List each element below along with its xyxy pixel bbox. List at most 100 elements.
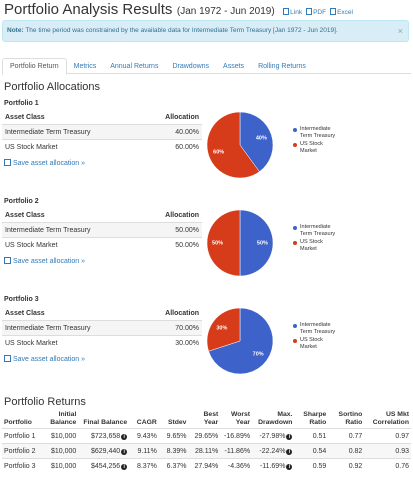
portfolio-name: Portfolio 2 <box>4 198 39 205</box>
tab[interactable]: Annual Returns <box>110 63 159 70</box>
tabs: Portfolio Return Metrics Annual Returns Dra… <box>2 55 411 75</box>
legend-dot <box>293 339 297 343</box>
cell: Portfolio 2 <box>2 443 47 459</box>
legend-dot <box>293 241 297 245</box>
save-text: Save asset allocation » <box>13 160 85 167</box>
cell-text: $629,440 <box>90 447 121 455</box>
cell: 40.00% <box>141 124 202 140</box>
cell: 0.77 <box>328 428 365 444</box>
cell-text: $10,000 <box>51 447 77 455</box>
tab[interactable]: Metrics <box>73 63 97 70</box>
column-header: US Mkt Correlation <box>364 410 411 429</box>
column-header: Allocation <box>141 208 202 223</box>
cell-text: 0.93 <box>395 447 409 455</box>
save-icon <box>4 159 11 166</box>
legend-label: US Stock Market <box>300 337 323 350</box>
column-header: Sortino Ratio <box>328 410 365 429</box>
column-header: Asset Class <box>2 110 142 125</box>
cell: Portfolio 3 <box>2 458 47 473</box>
column-header: Max. Drawdown <box>252 410 295 429</box>
cell-text: -11.86% <box>224 447 251 455</box>
legend-item: US Stock Market <box>293 141 339 155</box>
info-icon[interactable]: i <box>286 433 293 440</box>
info-icon[interactable]: i <box>286 448 293 455</box>
tab[interactable]: Drawdowns <box>172 63 210 70</box>
cell: 28.11% <box>188 443 221 459</box>
note-text: The time period was constrained by the a… <box>25 27 338 34</box>
cell-text: Portfolio 1 <box>4 432 36 440</box>
info-icon[interactable]: i <box>121 448 128 455</box>
cell: -27.98% i <box>252 428 295 444</box>
legend-label: Intermediate Term Treasury <box>300 126 336 139</box>
legend-item: US Stock Market <box>293 337 339 351</box>
note-label: Note: <box>7 27 24 34</box>
cell-text: 28.11% <box>195 447 219 455</box>
cell: 29.65% <box>188 428 221 444</box>
row: Intermediate Term Treasury 70.00% <box>2 320 202 336</box>
slice-label: 50% <box>212 240 223 246</box>
link-icon <box>283 8 290 15</box>
pie-chart: 40% 60% <box>206 111 274 179</box>
save-text: Save asset allocation » <box>13 356 85 363</box>
cell-text: 0.77 <box>348 432 363 440</box>
header-row: Asset Class Allocation <box>2 208 202 223</box>
cell: US Stock Market <box>2 237 142 252</box>
cell-text: 8.37% <box>136 462 157 470</box>
cell-text: 0.76 <box>395 462 409 470</box>
cell-text: $454,256 <box>90 462 121 470</box>
export-link[interactable]: Excel <box>330 8 353 16</box>
legend-label: Intermediate Term Treasury <box>300 224 336 237</box>
save-link[interactable]: Save asset allocation » <box>4 159 85 167</box>
allocation-table: Asset Class Allocation Intermediate Term T… <box>2 110 202 154</box>
cell: -11.86% <box>220 443 253 459</box>
info-icon[interactable]: i <box>121 433 128 440</box>
cell: $454,256 i <box>78 458 130 473</box>
legend-dot <box>293 128 297 132</box>
export-link[interactable]: PDF <box>306 8 326 16</box>
tab[interactable]: Portfolio Return <box>2 58 67 75</box>
cell: 9.65% <box>158 428 189 444</box>
cell-text: $10,000 <box>51 432 77 440</box>
pie-slice <box>206 111 260 179</box>
cell-text: 9.11% <box>137 447 157 455</box>
info-icon[interactable]: i <box>121 463 128 470</box>
header-row: Asset Class Allocation <box>2 306 202 321</box>
tab[interactable]: Rolling Returns <box>258 63 306 70</box>
pie-slice <box>239 209 274 277</box>
cell: 0.97 <box>364 428 411 444</box>
link-icon <box>306 8 313 15</box>
cell: 0.59 <box>294 458 329 473</box>
export-link[interactable]: Link <box>283 8 302 16</box>
save-link[interactable]: Save asset allocation » <box>4 355 85 363</box>
cell-text: 27.94% <box>194 462 219 470</box>
cell: -11.69% i <box>252 458 295 473</box>
cell: 0.51 <box>294 428 329 444</box>
column-header: Allocation <box>141 306 202 321</box>
cell-text: 0.54 <box>312 447 327 455</box>
cell-text: 8.39% <box>166 447 187 455</box>
row: Intermediate Term Treasury 40.00% <box>2 124 202 140</box>
cell: 27.94% <box>188 458 221 473</box>
close-button[interactable]: × <box>397 26 403 36</box>
slice-label: 70% <box>253 352 264 358</box>
cell: 9.43% <box>129 428 159 444</box>
link-icon <box>330 8 337 15</box>
column-header: Portfolio <box>2 410 47 429</box>
save-link[interactable]: Save asset allocation » <box>4 257 85 265</box>
cell: 0.76 <box>364 458 411 473</box>
column-header: Stdev <box>158 410 189 429</box>
cell: 8.37% <box>129 458 159 473</box>
tab[interactable]: Assets <box>223 63 245 70</box>
cell: $10,000 <box>46 458 79 473</box>
cell: Intermediate Term Treasury <box>2 124 142 140</box>
cell: 30.00% <box>141 335 202 350</box>
row: Portfolio 3 $10,000 $454,256 i 8.37% 6.37% 27.… <box>2 458 411 473</box>
save-icon <box>4 355 11 362</box>
cell: -4.36% <box>220 458 253 473</box>
cell: -22.24% i <box>252 443 295 459</box>
cell-text: -4.36% <box>227 462 251 470</box>
link-text: Excel <box>337 9 353 16</box>
info-icon[interactable]: i <box>286 463 293 470</box>
legend-item: US Stock Market <box>293 239 339 253</box>
